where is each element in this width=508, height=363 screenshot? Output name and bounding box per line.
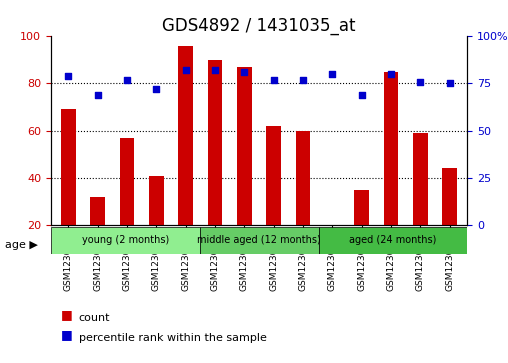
Text: ■: ■ — [61, 327, 73, 340]
Bar — [442, 168, 457, 225]
Bar — [413, 133, 428, 225]
Text: age ▶: age ▶ — [5, 240, 38, 250]
Point — [240, 69, 248, 75]
Point — [270, 77, 278, 83]
Text: percentile rank within the sample: percentile rank within the sample — [79, 333, 267, 343]
Bar — [61, 110, 76, 225]
Point — [93, 92, 102, 98]
Point — [446, 81, 454, 86]
Point — [123, 77, 131, 83]
FancyBboxPatch shape — [319, 227, 467, 254]
Text: count: count — [79, 313, 110, 323]
Point — [152, 86, 161, 92]
Text: middle aged (12 months): middle aged (12 months) — [197, 236, 321, 245]
Title: GDS4892 / 1431035_at: GDS4892 / 1431035_at — [163, 17, 356, 35]
Point — [387, 71, 395, 77]
Bar — [149, 176, 164, 225]
Bar — [178, 46, 193, 225]
Bar — [355, 189, 369, 225]
Text: ■: ■ — [61, 307, 73, 321]
Point — [211, 68, 219, 73]
Bar — [120, 138, 135, 225]
FancyBboxPatch shape — [200, 227, 319, 254]
Point — [65, 73, 73, 79]
Text: young (2 months): young (2 months) — [82, 236, 169, 245]
Bar — [237, 67, 252, 225]
Bar — [296, 131, 310, 225]
FancyBboxPatch shape — [51, 227, 200, 254]
Bar — [208, 60, 223, 225]
Bar — [384, 72, 398, 225]
Point — [358, 92, 366, 98]
Point — [182, 68, 190, 73]
Text: aged (24 months): aged (24 months) — [350, 236, 437, 245]
Point — [328, 71, 336, 77]
Point — [299, 77, 307, 83]
Point — [417, 79, 425, 85]
Bar — [90, 197, 105, 225]
Bar — [266, 126, 281, 225]
